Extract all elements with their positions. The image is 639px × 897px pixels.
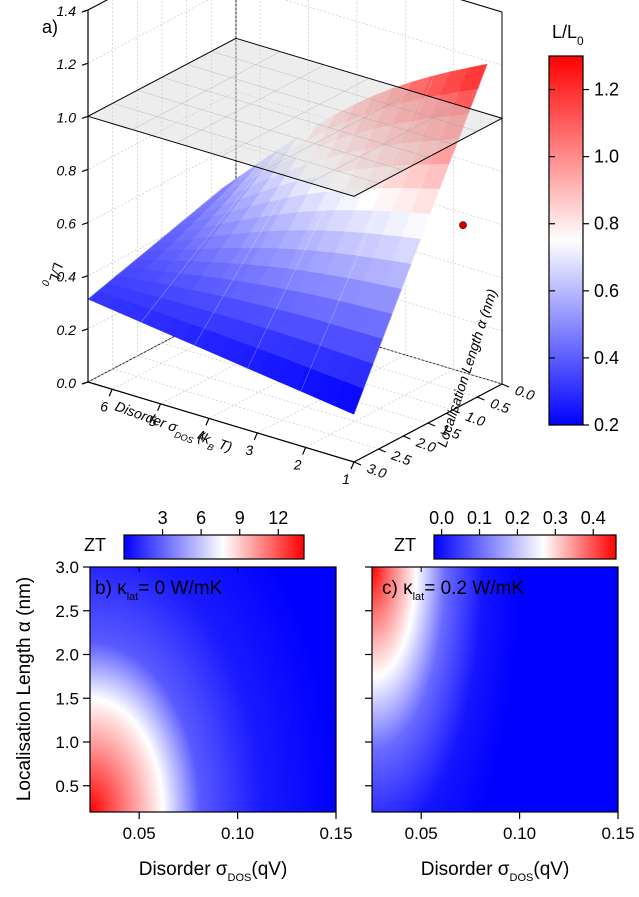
colorbar-a-tick: 0.4 (594, 348, 619, 368)
heatmap-c-x-label: Disorder σDOS(qV) (421, 859, 570, 884)
colorbar-a-tick: 0.8 (594, 214, 619, 234)
colorbar-tick: 3 (158, 508, 168, 528)
x-tick-labels: 1 2 3 4 5 6 (100, 389, 355, 487)
y-tick-label: 2.0 (413, 433, 438, 455)
x-tick-label: 3 (245, 442, 253, 458)
highlight-point (459, 221, 467, 229)
y-tick-label: 0.5 (55, 777, 79, 796)
heatmap-c-y-ticks (365, 566, 372, 787)
colorbar-a-bar (548, 55, 584, 426)
x-tick-label: 0.10 (503, 824, 536, 843)
z-tick-label: 1.4 (57, 3, 77, 19)
colorbar-tick: 0.2 (505, 508, 530, 528)
z-tick-label: 0.4 (57, 269, 77, 285)
y-tick-label: 2.5 (389, 446, 414, 468)
panel-a-label: a) (42, 17, 58, 37)
z-tick-label: 0.0 (57, 375, 77, 391)
surface-mesh (87, 63, 488, 415)
x-tick-label: 5 (149, 413, 157, 429)
z-axis-label: L/L0 (39, 260, 66, 290)
y-tick-label: 3.0 (365, 460, 389, 482)
y-tick-labels: 0.00.51.01.52.02.53.0 (353, 382, 537, 482)
colorbar-tick: 0.1 (467, 508, 492, 528)
y-tick-label: 2.5 (55, 602, 79, 621)
z-tick-label: 0.6 (57, 216, 77, 232)
y-tick-label: 1.5 (439, 421, 463, 443)
colorbar-c-title: ZT (394, 535, 416, 555)
z-tick-label: 1.2 (57, 56, 77, 72)
panel-b-label: b) κlat= 0 W/mK (95, 578, 223, 603)
heatmap-c-field (372, 567, 618, 812)
colorbar-a-tick: 0.6 (594, 281, 619, 301)
colorbar-b: ZT 3 6 9 12 (84, 508, 305, 560)
heatmap-b-field (90, 567, 336, 812)
reference-plane (86, 37, 504, 197)
y-tick-label: 3.0 (55, 558, 79, 577)
y-tick-label: 0.0 (513, 382, 537, 404)
heatmap-b-y-label: Localisation Length α (nm) (14, 577, 35, 801)
y-tick-label: 2.0 (55, 646, 79, 665)
z-tick-label: 1.0 (57, 109, 77, 125)
x-tick-label: 2 (293, 456, 302, 472)
colorbar-c-bar (433, 534, 617, 560)
z-tick-label: 0.8 (57, 162, 77, 178)
heatmap-b-x-ticks: 0.05 0.10 0.15 (123, 567, 353, 843)
y-tick-label: 0.5 (488, 395, 512, 417)
x-tick-label: 0.05 (123, 824, 156, 843)
colorbar-b-bar (123, 534, 305, 560)
colorbar-a: L/L0 0.2 0.4 0.6 0.8 1.0 1.2 (548, 22, 619, 435)
y-tick-label: 1.0 (464, 408, 488, 430)
x-tick-label: 6 (100, 398, 108, 414)
y-tick-label: 1.0 (55, 733, 79, 752)
x-tick-label: 0.05 (405, 824, 438, 843)
x-tick-label: 1 (342, 471, 350, 487)
heatmap-b-frame (89, 566, 337, 813)
heatmap-b-y-ticks: 0.5 1.0 1.5 2.0 2.5 3.0 (55, 558, 90, 796)
colorbar-a-title: L/L0 (552, 22, 584, 48)
z-tick-labels: 0.0 0.2 0.4 0.6 0.8 1.0 1.2 1.4 (57, 3, 89, 391)
heatmap-c: 0.05 0.10 0.15 c) κlat= 0.2 W/mK Disorder … (365, 508, 635, 884)
x-tick-label: 0.15 (601, 824, 634, 843)
x-tick-label: 4 (197, 427, 205, 443)
colorbar-c: ZT 0.0 0.1 0.2 0.3 0.4 (394, 508, 617, 560)
heatmap-c-x-ticks: 0.05 0.10 0.15 (405, 567, 635, 843)
colorbar-tick: 0.4 (581, 508, 606, 528)
x-tick-label: 0.10 (221, 824, 254, 843)
y-tick-label: 1.5 (55, 689, 79, 708)
z-tick-label: 0.2 (57, 322, 77, 338)
panel-c-label: c) κlat= 0.2 W/mK (382, 578, 524, 603)
colorbar-b-title: ZT (84, 535, 106, 555)
surface-facet (334, 381, 364, 415)
colorbar-a-tick: 0.2 (594, 415, 619, 435)
colorbar-a-tick: 1.2 (594, 80, 619, 100)
heatmap-b: 0.05 0.10 0.15 0.5 1.0 1.5 2.0 2.5 3.0 b) κlat=… (14, 508, 353, 884)
x-tick-label: 0.15 (319, 824, 352, 843)
colorbar-tick: 12 (268, 508, 288, 528)
colorbar-tick: 6 (196, 508, 206, 528)
heatmap-b-x-label: Disorder σDOS(qV) (139, 859, 288, 884)
colorbar-tick: 0.0 (429, 508, 454, 528)
heatmap-c-frame (371, 566, 619, 813)
colorbar-tick: 9 (235, 508, 245, 528)
colorbar-a-tick: 1.0 (594, 147, 619, 167)
colorbar-tick: 0.3 (543, 508, 568, 528)
